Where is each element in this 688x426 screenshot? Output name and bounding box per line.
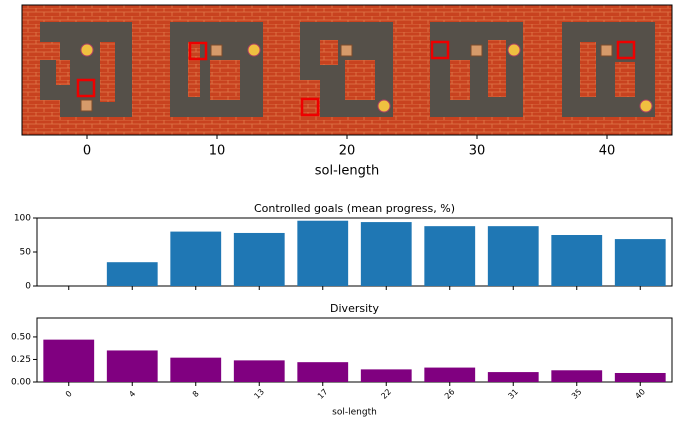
level-strip: [21, 4, 673, 136]
x-tick-label: 0: [83, 144, 91, 159]
x-tick-label: 17: [316, 387, 330, 401]
bar: [424, 226, 476, 286]
chart-title: Diversity: [330, 302, 379, 315]
x-tick-label: 20: [339, 144, 356, 159]
bar: [233, 232, 285, 286]
x-tick-label: 40: [633, 387, 647, 401]
bar: [360, 222, 412, 286]
x-axis-label: sol-length: [315, 164, 379, 179]
x-tick-label: 40: [599, 144, 616, 159]
axes-frame: [36, 317, 673, 383]
bar: [360, 369, 412, 382]
y-tick-label: 0.50: [11, 332, 31, 342]
x-tick-label: 31: [506, 387, 520, 401]
bar: [233, 360, 285, 382]
bar: [614, 372, 666, 382]
x-tick-label: 26: [443, 387, 457, 401]
x-tick-label: 13: [252, 387, 266, 401]
bar: [551, 370, 603, 382]
bar: [487, 372, 539, 382]
bar: [551, 235, 603, 286]
bar: [43, 339, 95, 382]
x-tick-label: 4: [127, 389, 137, 399]
y-tick-label: 0: [25, 282, 31, 292]
chart-title: Controlled goals (mean progress, %): [254, 202, 455, 215]
x-tick-label: 30: [469, 144, 486, 159]
x-tick-label: 0: [64, 389, 74, 399]
x-tick-label: 22: [379, 387, 393, 401]
x-tick-label: 10: [209, 144, 226, 159]
y-tick-label: 50: [20, 248, 32, 258]
bar: [170, 357, 222, 382]
bar: [297, 220, 349, 286]
x-axis-label: sol-length: [332, 408, 377, 418]
bar: [106, 262, 158, 286]
bar: [297, 362, 349, 382]
x-tick-label: 8: [191, 389, 201, 399]
bar: [106, 350, 158, 382]
y-tick-label: 0.00: [11, 378, 31, 388]
bar: [170, 231, 222, 286]
bar: [487, 226, 539, 286]
bar: [424, 367, 476, 382]
x-tick-label: 35: [570, 387, 584, 401]
y-tick-label: 0.25: [11, 355, 31, 365]
bar: [614, 239, 666, 286]
y-tick-label: 100: [14, 214, 31, 224]
